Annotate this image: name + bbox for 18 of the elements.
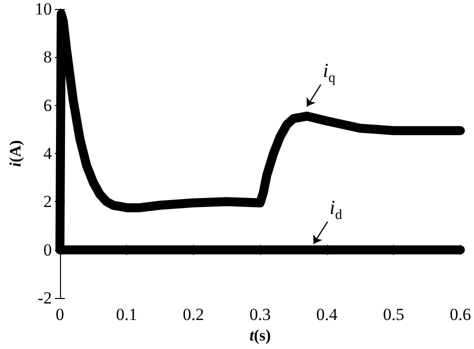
x-axis-title: t(s): [249, 328, 271, 344]
x-tick-label: 0.6: [450, 305, 471, 324]
x-tick-label: 0.1: [116, 305, 138, 324]
x-tick-label: 0: [56, 305, 64, 324]
x-tick-label: 0.2: [182, 305, 204, 324]
y-tick-label: 0: [43, 240, 52, 260]
y-tick-label: -2: [38, 288, 52, 308]
annotation: i$_{d}$: [330, 196, 342, 223]
x-tick-label: 0.4: [316, 305, 338, 324]
y-tick-label: 2: [43, 192, 52, 212]
y-tick-label: 4: [43, 144, 52, 163]
y-tick-label: 10: [34, 0, 52, 18]
y-axis-title: i(A): [8, 140, 24, 167]
x-tick-label: 0.3: [250, 305, 271, 324]
annotation: i$_{q}$: [322, 60, 336, 86]
y-tick-label: 8: [43, 48, 52, 67]
y-tick-label: 6: [43, 96, 52, 115]
x-tick-label: 0.5: [383, 305, 404, 324]
